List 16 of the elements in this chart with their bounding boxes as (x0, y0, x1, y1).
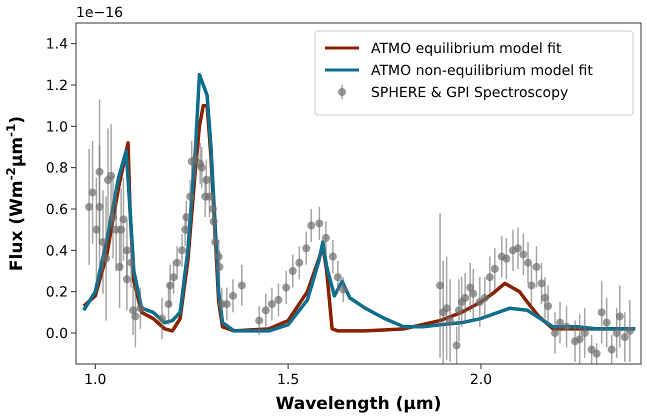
y-tick-label: 1.4 (46, 36, 68, 53)
x-tick-label: 1.5 (276, 372, 300, 388)
legend-label: ATMO non-equilibrium model fit (371, 63, 594, 79)
y-tick-label: 0.0 (46, 326, 68, 342)
x-tick-label: 1.0 (84, 372, 106, 388)
legend-label: ATMO equilibrium model fit (371, 41, 562, 57)
y-tick-label: 0.4 (46, 243, 68, 260)
y-tick-label: 1.0 (46, 119, 68, 136)
x-axis-title: Wavelength (μm) (276, 394, 442, 414)
legend-label: SPHERE & GPI Spectroscopy (371, 85, 568, 101)
text: 1e−16 (76, 5, 124, 21)
y-tick-label: 0.2 (46, 284, 68, 301)
y-tick-label: 1.2 (46, 78, 68, 94)
y-tick-label: 0.6 (46, 202, 68, 218)
x-tick-label: 2.0 (470, 372, 492, 388)
y-tick-label: 0.8 (46, 160, 68, 177)
